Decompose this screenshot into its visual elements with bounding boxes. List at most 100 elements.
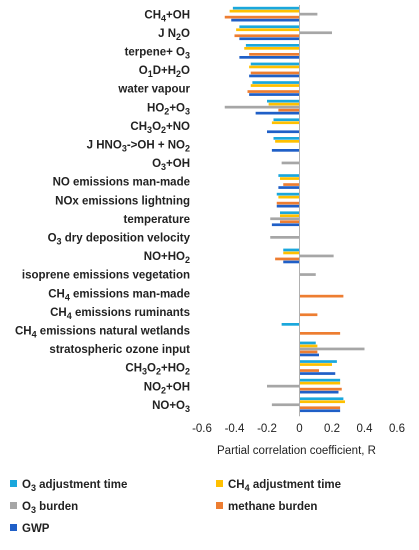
bar bbox=[224, 15, 300, 19]
bar bbox=[275, 140, 300, 143]
x-axis-ticks: -0.6 -0.4 -0.2 0 0.2 0.4 0.6 bbox=[192, 423, 405, 435]
legend-label: GWP bbox=[22, 523, 50, 535]
category-label-part: 2 bbox=[176, 32, 181, 42]
bar bbox=[299, 363, 332, 366]
bar bbox=[267, 384, 300, 388]
x-tick-label: 0.6 bbox=[389, 423, 405, 435]
x-tick-label: 0.4 bbox=[357, 423, 374, 435]
category-label-part: NO bbox=[144, 381, 161, 393]
category-label-part: isoprene emissions vegetation bbox=[22, 270, 190, 282]
category-label: CH4+OH bbox=[144, 9, 190, 23]
category-label-part: 2 bbox=[185, 367, 190, 377]
bar bbox=[267, 130, 300, 134]
category-label-part: 4 bbox=[161, 13, 166, 23]
bar bbox=[249, 74, 300, 78]
bar bbox=[249, 93, 300, 96]
legend-label-part: CH bbox=[228, 479, 245, 491]
category-label-part: NOx emissions lightning bbox=[55, 195, 190, 207]
category-label-part: J N bbox=[158, 28, 176, 40]
bar bbox=[299, 344, 318, 348]
category-label-part: 2 bbox=[161, 385, 166, 395]
category-label-part: emissions ruminants bbox=[72, 307, 190, 319]
bar bbox=[273, 137, 300, 140]
category-label-part: O bbox=[152, 158, 161, 170]
bar bbox=[273, 118, 300, 122]
bar bbox=[270, 236, 300, 239]
category-label-part: emissions man-made bbox=[70, 288, 190, 300]
bar bbox=[283, 251, 300, 255]
category-label-part: O bbox=[181, 28, 190, 40]
category-label: J N2O bbox=[158, 28, 190, 42]
legend-label-part: O bbox=[22, 501, 31, 513]
bar bbox=[232, 6, 300, 10]
legend-label-part: adjustment time bbox=[250, 479, 341, 491]
bar bbox=[278, 174, 300, 177]
category-label: CH4 emissions ruminants bbox=[50, 307, 190, 321]
category-label: CH4 emissions man-made bbox=[48, 288, 190, 302]
category-label-part: D+H bbox=[153, 65, 176, 77]
category-label-part: 2 bbox=[176, 69, 181, 79]
category-label: HO2+O3 bbox=[147, 102, 190, 116]
bar bbox=[299, 378, 341, 382]
bar bbox=[299, 31, 332, 35]
bar bbox=[283, 260, 300, 264]
category-label-part: O bbox=[48, 233, 57, 245]
bar bbox=[299, 387, 342, 391]
category-label-part: CH bbox=[48, 288, 65, 300]
bar bbox=[280, 220, 300, 224]
x-tick-label: 0 bbox=[296, 423, 302, 435]
category-label: temperature bbox=[124, 214, 190, 226]
category-label-part: +O bbox=[169, 102, 185, 114]
bar bbox=[255, 111, 300, 115]
legend-label: O3 burden bbox=[22, 501, 78, 515]
bar bbox=[299, 400, 345, 404]
legend-label-part: adjustment time bbox=[36, 479, 127, 491]
legend-label-part: GWP bbox=[22, 523, 50, 535]
category-label: CH3O2+HO2 bbox=[125, 363, 190, 377]
bar bbox=[299, 406, 341, 410]
category-label: CH4 emissions natural wetlands bbox=[15, 326, 190, 340]
category-label: O3+OH bbox=[152, 158, 190, 172]
legend-label-part: 4 bbox=[245, 483, 250, 493]
category-label: NOx emissions lightning bbox=[55, 195, 190, 207]
category-label-part: O bbox=[181, 65, 190, 77]
category-label-part: O bbox=[139, 65, 148, 77]
legend-swatch bbox=[10, 480, 17, 487]
x-axis-title: Partial correlation coefficient, R bbox=[217, 445, 376, 457]
bar bbox=[276, 204, 300, 208]
category-label-part: 4 bbox=[67, 311, 72, 321]
bar bbox=[271, 403, 300, 407]
category-label: NO2+OH bbox=[144, 381, 190, 395]
category-label-part: CH bbox=[125, 363, 142, 375]
category-label-part: CH bbox=[130, 121, 147, 133]
bar bbox=[224, 105, 300, 109]
legend-label-part: 3 bbox=[31, 505, 36, 515]
bar bbox=[271, 223, 300, 227]
category-label: water vapour bbox=[117, 84, 190, 96]
category-label-part: +NO bbox=[166, 121, 190, 133]
bar bbox=[299, 12, 318, 16]
bar bbox=[299, 294, 344, 298]
category-label-part: +OH bbox=[166, 381, 190, 393]
bar bbox=[239, 25, 300, 29]
legend-label: O3 adjustment time bbox=[22, 479, 127, 493]
bar bbox=[299, 360, 337, 363]
category-label-part: CH bbox=[144, 9, 161, 21]
category-label-part: temperature bbox=[124, 214, 190, 226]
category-label-part: O bbox=[152, 121, 161, 133]
bar bbox=[281, 161, 300, 165]
bar bbox=[299, 372, 336, 375]
bar bbox=[278, 108, 300, 112]
bar bbox=[283, 183, 300, 186]
category-label-part: 3 bbox=[122, 144, 127, 154]
legend-label-part: 3 bbox=[31, 483, 36, 493]
category-label-part: 3 bbox=[185, 106, 190, 116]
category-label: NO+HO2 bbox=[144, 251, 190, 265]
category-label: isoprene emissions vegetation bbox=[22, 270, 190, 282]
bar bbox=[299, 273, 316, 276]
category-label-part: water vapour bbox=[117, 84, 190, 96]
bar bbox=[234, 34, 300, 38]
bar bbox=[244, 47, 300, 50]
bar bbox=[239, 56, 300, 59]
category-label-part: 2 bbox=[185, 144, 190, 154]
